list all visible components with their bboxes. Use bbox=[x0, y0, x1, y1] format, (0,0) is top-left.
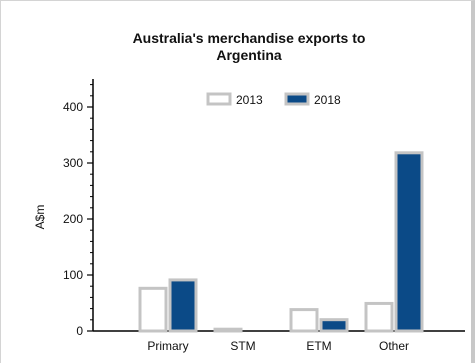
bar-stm-2013 bbox=[213, 327, 243, 333]
legend-swatch-2013 bbox=[206, 92, 232, 106]
bar-other-2018 bbox=[394, 151, 424, 333]
plot-area: 0 100 200 300 400 Primary STM ETM Other bbox=[63, 79, 465, 353]
chart-title-line-1: Australia's merchandise exports to bbox=[133, 30, 366, 46]
x-tick-label-stm: STM bbox=[230, 339, 255, 353]
chart-title-line-2: Argentina bbox=[216, 47, 282, 63]
bar-primary-2018 bbox=[168, 278, 198, 333]
legend: 2013 2018 bbox=[206, 92, 341, 107]
x-tick-label-other: Other bbox=[379, 339, 409, 353]
y-tick-label: 400 bbox=[63, 100, 83, 114]
legend-label-2018: 2018 bbox=[314, 93, 341, 107]
bar-etm-2018 bbox=[319, 318, 349, 333]
y-tick-label: 200 bbox=[63, 212, 83, 226]
bar-primary-2013 bbox=[138, 286, 168, 333]
bar-other-2013 bbox=[364, 301, 394, 333]
y-tick-label: 100 bbox=[63, 268, 83, 282]
y-tick-label: 0 bbox=[76, 324, 83, 338]
legend-swatch-2018 bbox=[284, 92, 310, 106]
legend-label-2013: 2013 bbox=[236, 93, 263, 107]
x-tick-label-etm: ETM bbox=[306, 339, 331, 353]
x-tick-label-primary: Primary bbox=[147, 339, 188, 353]
bar-etm-2013 bbox=[289, 308, 319, 333]
y-axis-label: A$m bbox=[33, 205, 47, 230]
y-tick-label: 300 bbox=[63, 156, 83, 170]
